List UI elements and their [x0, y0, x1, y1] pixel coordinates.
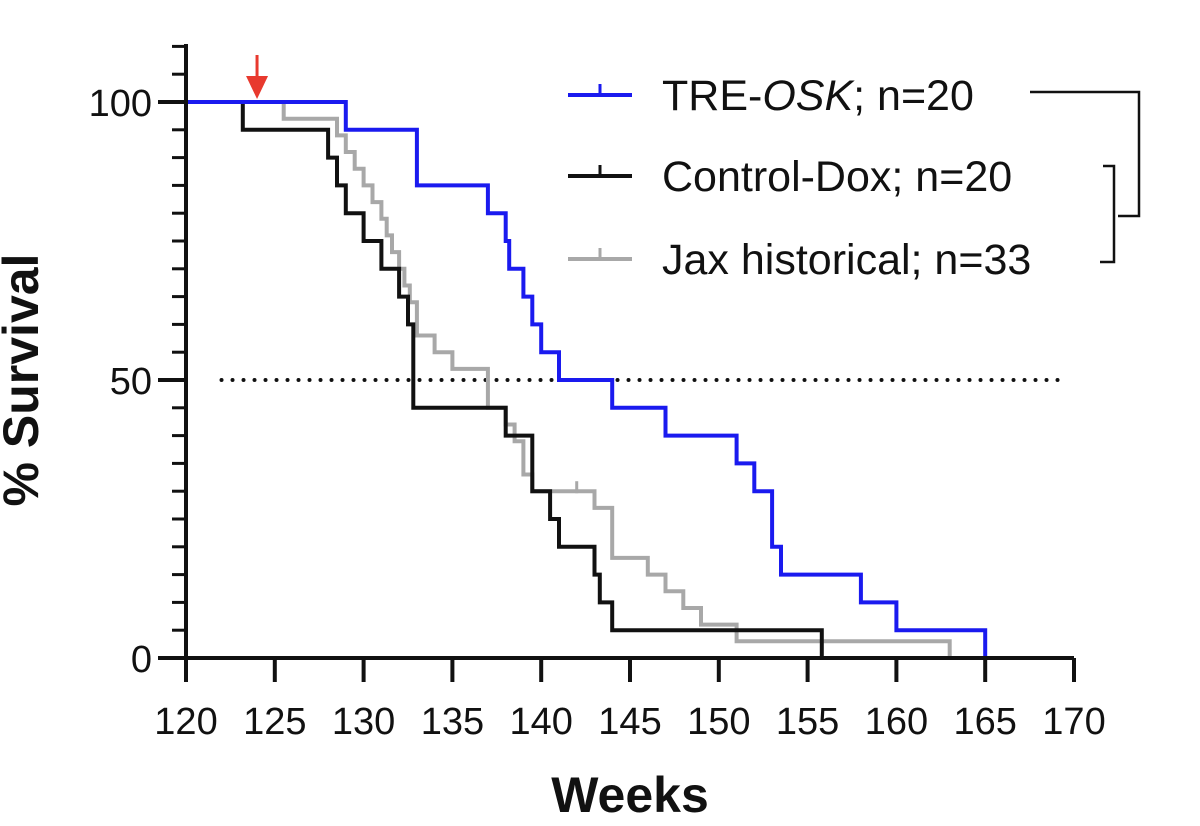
- x-tick-label: 130: [332, 701, 395, 743]
- significance-label: **: [1173, 133, 1200, 180]
- legend: TRE-OSK; n=20 Control-Dox; n=20 Jax histor…: [568, 72, 1031, 284]
- legend-label: TRE-OSK; n=20: [662, 72, 974, 120]
- legend-label: Control-Dox; n=20: [662, 153, 1012, 201]
- x-tick-label: 145: [598, 701, 661, 743]
- significance-bracket-outer: [1030, 90, 1141, 218]
- series-group: [184, 100, 988, 660]
- x-tick-label: 125: [243, 701, 306, 743]
- series-line-jax-historical: [184, 100, 952, 660]
- annotations-group: **: [246, 55, 1200, 264]
- series-line-control-dox: [184, 100, 824, 660]
- x-tick-label: 135: [421, 701, 484, 743]
- significance-bracket-inner: [1100, 164, 1116, 264]
- tick-labels-group: 0 50 100 120 125 130 135 140 145 150 155 160 165 170: [89, 83, 1106, 743]
- x-tick-label: 150: [687, 701, 750, 743]
- y-tick-label: 0: [131, 639, 152, 681]
- x-tick-label: 120: [154, 701, 217, 743]
- x-tick-label: 160: [865, 701, 928, 743]
- x-tick-label: 170: [1042, 701, 1105, 743]
- legend-label: Jax historical; n=33: [662, 236, 1031, 284]
- x-axis-title: Weeks: [551, 767, 709, 821]
- axes-group: [158, 44, 1076, 682]
- x-tick-label: 155: [776, 701, 839, 743]
- y-tick-label: 50: [110, 361, 152, 403]
- y-axis-title: % Survival: [0, 254, 49, 507]
- x-tick-label: 165: [953, 701, 1016, 743]
- series-line-tre-osk: [184, 100, 988, 660]
- x-tick-label: 140: [509, 701, 572, 743]
- treatment-arrow-head: [246, 76, 269, 99]
- y-tick-label: 100: [89, 83, 152, 125]
